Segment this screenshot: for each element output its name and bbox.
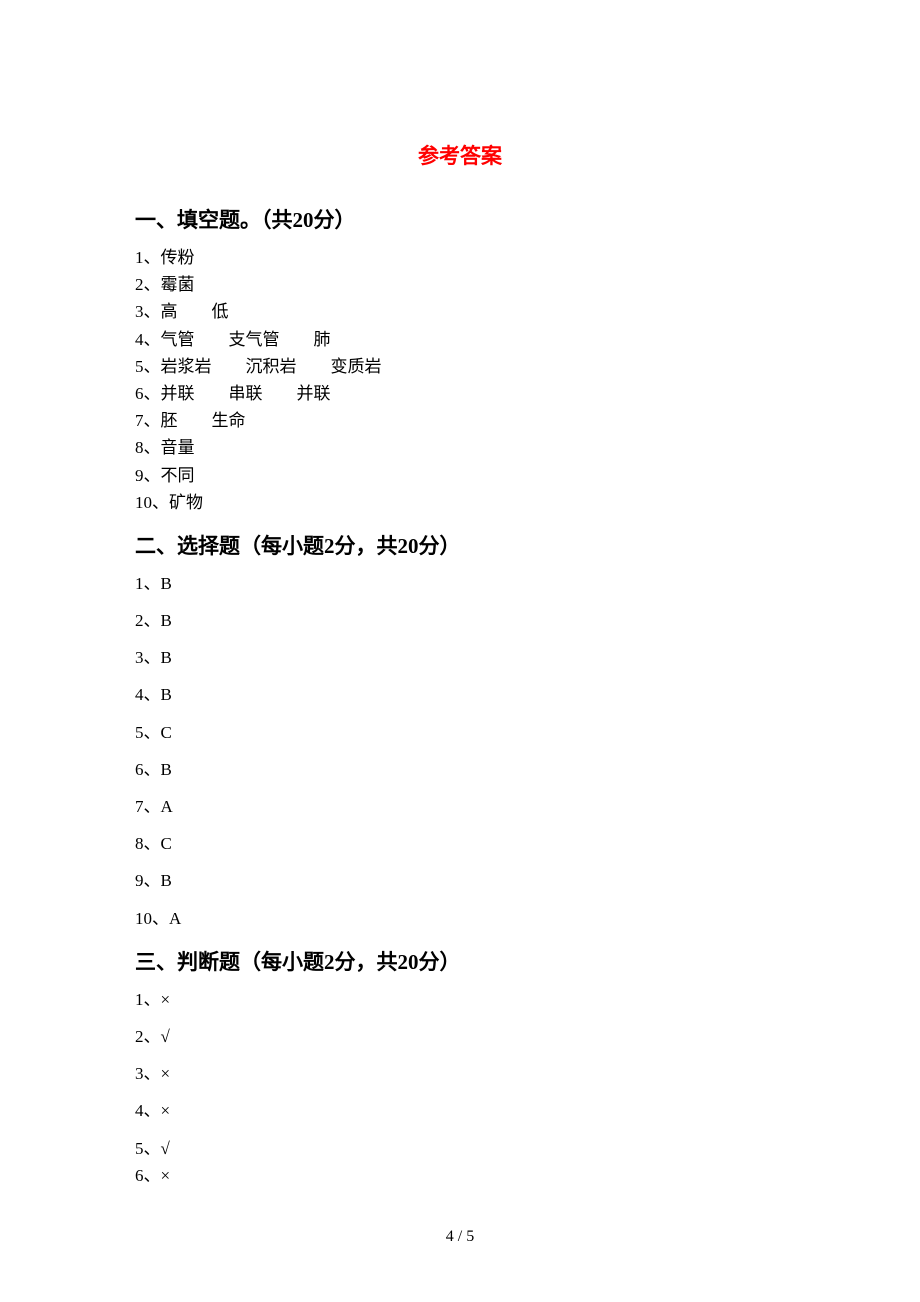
item-number: 4、 xyxy=(135,1101,161,1120)
answer-value: B xyxy=(161,574,172,593)
item-number: 7、 xyxy=(135,411,161,430)
item-number: 2、 xyxy=(135,275,161,294)
item-number: 7、 xyxy=(135,797,161,816)
answer-part: 岩浆岩 xyxy=(161,357,212,376)
choice-answer-3: 3、B xyxy=(135,644,785,671)
answer-value: B xyxy=(161,685,172,704)
item-number: 1、 xyxy=(135,574,161,593)
fill-answer-2: 2、霉菌 xyxy=(135,271,785,298)
section-2-list: 1、B2、B3、B4、B5、C6、B7、A8、C9、B10、A xyxy=(135,570,785,932)
answer-part: 低 xyxy=(212,302,229,321)
answer-part: 并联 xyxy=(297,384,331,403)
fill-answer-9: 9、不同 xyxy=(135,462,785,489)
answer-part: 音量 xyxy=(161,438,195,457)
answer-part: 矿物 xyxy=(169,493,203,512)
section-2-heading: 二、选择题（每小题2分，共20分） xyxy=(135,530,785,560)
item-number: 2、 xyxy=(135,611,161,630)
answer-value: × xyxy=(161,1101,171,1120)
fill-answer-4: 4、气管 支气管 肺 xyxy=(135,326,785,353)
answer-part: 高 xyxy=(161,302,178,321)
choice-answer-10: 10、A xyxy=(135,905,785,932)
answer-part: 不同 xyxy=(161,466,195,485)
answer-part: 沉积岩 xyxy=(246,357,297,376)
item-number: 5、 xyxy=(135,1139,161,1158)
choice-answer-6: 6、B xyxy=(135,756,785,783)
answer-value: B xyxy=(161,648,172,667)
answer-value: C xyxy=(161,834,172,853)
fill-answer-7: 7、胚 生命 xyxy=(135,407,785,434)
answer-value: B xyxy=(161,871,172,890)
answer-value: B xyxy=(161,760,172,779)
item-number: 6、 xyxy=(135,1166,161,1185)
answer-value: × xyxy=(161,990,171,1009)
fill-answer-1: 1、传粉 xyxy=(135,244,785,271)
item-number: 6、 xyxy=(135,384,161,403)
answer-value: √ xyxy=(161,1027,170,1046)
section-1-heading: 一、填空题。（共20分） xyxy=(135,204,785,234)
choice-answer-1: 1、B xyxy=(135,570,785,597)
choice-answer-8: 8、C xyxy=(135,830,785,857)
item-number: 9、 xyxy=(135,871,161,890)
answer-part: 并联 xyxy=(161,384,195,403)
answer-value: B xyxy=(161,611,172,630)
answer-value: C xyxy=(161,723,172,742)
tf-answer-3: 3、× xyxy=(135,1060,785,1087)
answer-value: √ xyxy=(161,1139,170,1158)
fill-answer-6: 6、并联串联并联 xyxy=(135,380,785,407)
choice-answer-7: 7、A xyxy=(135,793,785,820)
page-container: 参考答案 一、填空题。（共20分） 1、传粉2、霉菌3、高低4、气管支气管肺5、… xyxy=(0,0,920,1189)
item-number: 6、 xyxy=(135,760,161,779)
choice-answer-2: 2、B xyxy=(135,607,785,634)
answer-value: A xyxy=(169,909,181,928)
item-number: 5、 xyxy=(135,357,161,376)
item-number: 3、 xyxy=(135,1064,161,1083)
answer-part: 支气管 xyxy=(229,330,280,349)
answer-value: × xyxy=(161,1166,171,1185)
fill-answer-8: 8、音量 xyxy=(135,434,785,461)
item-number: 4、 xyxy=(135,685,161,704)
answer-part: 胚 xyxy=(161,411,178,430)
tf-answer-1: 1、× xyxy=(135,986,785,1013)
item-number: 3、 xyxy=(135,648,161,667)
item-number: 8、 xyxy=(135,438,161,457)
answer-part: 气管 xyxy=(161,330,195,349)
item-number: 8、 xyxy=(135,834,161,853)
answer-part: 串联 xyxy=(229,384,263,403)
tf-answer-2: 2、√ xyxy=(135,1023,785,1050)
tf-answer-6: 6、× xyxy=(135,1162,785,1189)
item-number: 1、 xyxy=(135,248,161,267)
answer-part: 生命 xyxy=(212,411,246,430)
item-number: 10、 xyxy=(135,909,169,928)
section-1-list: 1、传粉2、霉菌3、高低4、气管支气管肺5、岩浆岩沉积岩变质岩6、并联串联并联7… xyxy=(135,244,785,516)
fill-answer-3: 3、高 低 xyxy=(135,298,785,325)
item-number: 9、 xyxy=(135,466,161,485)
choice-answer-9: 9、B xyxy=(135,867,785,894)
item-number: 5、 xyxy=(135,723,161,742)
answer-part: 传粉 xyxy=(161,248,195,267)
page-title: 参考答案 xyxy=(135,140,785,170)
page-footer: 4 / 5 xyxy=(0,1228,920,1246)
fill-answer-5: 5、岩浆岩 沉积岩 变质岩 xyxy=(135,353,785,380)
tf-answer-4: 4、× xyxy=(135,1097,785,1124)
item-number: 2、 xyxy=(135,1027,161,1046)
answer-part: 肺 xyxy=(314,330,331,349)
item-number: 4、 xyxy=(135,330,161,349)
choice-answer-4: 4、B xyxy=(135,681,785,708)
answer-value: × xyxy=(161,1064,171,1083)
tf-answer-5: 5、√ xyxy=(135,1135,785,1162)
choice-answer-5: 5、C xyxy=(135,719,785,746)
item-number: 3、 xyxy=(135,302,161,321)
section-3-list: 1、×2、√3、×4、×5、√6、× xyxy=(135,986,785,1189)
section-3-heading: 三、判断题（每小题2分，共20分） xyxy=(135,946,785,976)
item-number: 1、 xyxy=(135,990,161,1009)
item-number: 10、 xyxy=(135,493,169,512)
answer-value: A xyxy=(161,797,173,816)
fill-answer-10: 10、矿物 xyxy=(135,489,785,516)
answer-part: 霉菌 xyxy=(161,275,195,294)
answer-part: 变质岩 xyxy=(331,357,382,376)
